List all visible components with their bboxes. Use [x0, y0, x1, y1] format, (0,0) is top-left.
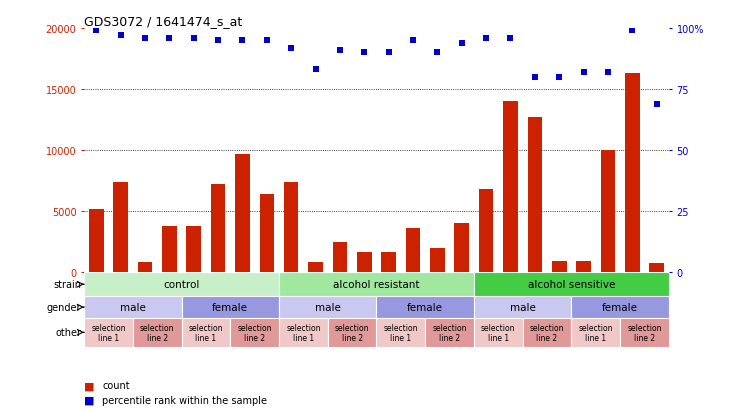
Text: alcohol sensitive: alcohol sensitive — [528, 280, 615, 290]
Bar — [474, 297, 572, 318]
Point — [407, 38, 419, 44]
Bar — [479, 190, 493, 272]
Text: alcohol resistant: alcohol resistant — [333, 280, 420, 290]
Text: other: other — [55, 328, 81, 337]
Bar — [601, 151, 616, 272]
Bar — [474, 318, 523, 347]
Point — [285, 45, 297, 52]
Bar — [84, 318, 133, 347]
Text: selection
line 1: selection line 1 — [189, 323, 223, 342]
Text: ■: ■ — [84, 395, 94, 405]
Point — [553, 74, 565, 81]
Bar — [503, 102, 518, 272]
Point — [504, 36, 516, 42]
Text: selection
line 1: selection line 1 — [384, 323, 418, 342]
Point — [310, 67, 322, 74]
Text: female: female — [602, 302, 638, 312]
Point — [91, 28, 102, 35]
Bar — [649, 264, 664, 272]
Bar — [89, 209, 104, 272]
Text: selection
line 2: selection line 2 — [238, 323, 272, 342]
Text: percentile rank within the sample: percentile rank within the sample — [102, 395, 268, 405]
Text: selection
line 1: selection line 1 — [578, 323, 613, 342]
Point — [237, 38, 249, 44]
Bar — [137, 263, 152, 272]
Point — [651, 101, 662, 108]
Bar — [430, 248, 444, 272]
Point — [577, 69, 589, 76]
Bar — [576, 261, 591, 272]
Bar — [455, 224, 469, 272]
Text: selection
line 2: selection line 2 — [530, 323, 564, 342]
Bar — [279, 297, 376, 318]
Point — [431, 50, 443, 57]
Bar — [620, 318, 669, 347]
Text: female: female — [407, 302, 443, 312]
Bar — [279, 318, 327, 347]
Bar — [382, 253, 396, 272]
Bar — [625, 74, 640, 272]
Text: count: count — [102, 380, 130, 390]
Text: strain: strain — [53, 280, 81, 290]
Bar — [284, 182, 298, 272]
Bar — [327, 318, 376, 347]
Point — [358, 50, 370, 57]
Bar — [84, 272, 279, 297]
Text: male: male — [315, 302, 341, 312]
Bar — [113, 182, 128, 272]
Point — [626, 28, 638, 35]
Bar — [84, 297, 181, 318]
Bar — [406, 228, 420, 272]
Bar — [425, 318, 474, 347]
Text: female: female — [212, 302, 249, 312]
Text: gender: gender — [47, 302, 81, 312]
Point — [602, 69, 614, 76]
Point — [529, 74, 541, 81]
Bar — [279, 272, 474, 297]
Point — [456, 40, 468, 47]
Text: selection
line 2: selection line 2 — [432, 323, 467, 342]
Bar — [162, 226, 177, 272]
Text: control: control — [163, 280, 200, 290]
Point — [334, 47, 346, 54]
Point — [212, 38, 224, 44]
Bar — [181, 318, 230, 347]
Text: selection
line 2: selection line 2 — [335, 323, 369, 342]
Bar — [211, 185, 225, 272]
Bar — [357, 253, 371, 272]
Text: selection
line 1: selection line 1 — [481, 323, 515, 342]
Point — [164, 36, 175, 42]
Bar — [572, 297, 669, 318]
Bar — [181, 297, 279, 318]
Bar — [333, 242, 347, 272]
Point — [383, 50, 395, 57]
Bar — [552, 261, 567, 272]
Bar — [235, 154, 250, 272]
Bar — [528, 118, 542, 272]
Point — [261, 38, 273, 44]
Bar — [523, 318, 572, 347]
Point — [188, 36, 200, 42]
Text: male: male — [510, 302, 536, 312]
Bar — [308, 263, 323, 272]
Text: selection
line 2: selection line 2 — [140, 323, 175, 342]
Point — [480, 36, 492, 42]
Bar — [572, 318, 620, 347]
Bar — [260, 195, 274, 272]
Bar — [376, 318, 425, 347]
Bar — [376, 297, 474, 318]
Text: male: male — [120, 302, 145, 312]
Bar — [474, 272, 669, 297]
Text: GDS3072 / 1641474_s_at: GDS3072 / 1641474_s_at — [84, 15, 242, 28]
Bar — [133, 318, 181, 347]
Text: selection
line 1: selection line 1 — [286, 323, 321, 342]
Point — [115, 33, 126, 40]
Text: selection
line 2: selection line 2 — [627, 323, 662, 342]
Text: ■: ■ — [84, 380, 94, 390]
Text: selection
line 1: selection line 1 — [91, 323, 126, 342]
Point — [139, 36, 151, 42]
Bar — [230, 318, 279, 347]
Bar — [186, 226, 201, 272]
